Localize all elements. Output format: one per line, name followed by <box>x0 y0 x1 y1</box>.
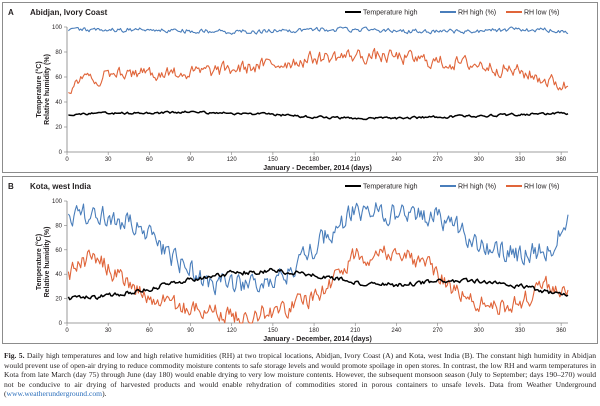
y-tick-label: 40 <box>55 100 62 106</box>
y-tick-label: 60 <box>55 75 62 81</box>
legend-label: RH high (%) <box>458 10 496 17</box>
caption-link[interactable]: www.weatherunderground.com <box>6 389 103 399</box>
x-tick-label: 270 <box>433 328 444 334</box>
panel-b: B Kota, west India Temperature high RH high… <box>2 176 598 344</box>
figure-caption: Fig. 5. Daily high temperatures and low … <box>4 351 596 399</box>
y-tick-label: 40 <box>55 272 62 278</box>
x-tick-label: 180 <box>309 328 320 334</box>
x-tick-label: 270 <box>433 157 444 163</box>
chart-a: A Abidjan, Ivory Coast Temperature high RH … <box>8 8 569 172</box>
x-tick-label: 0 <box>65 157 69 163</box>
x-tick-label: 180 <box>309 157 320 163</box>
series-line <box>68 110 569 121</box>
y-tick-label: 0 <box>59 150 63 156</box>
x-tick-label: 240 <box>391 157 402 163</box>
y-tick-label: 20 <box>55 125 62 131</box>
x-axis-label: January - December, 2014 (days) <box>263 165 372 172</box>
x-tick-label: 150 <box>268 157 279 163</box>
x-tick-label: 90 <box>187 157 194 163</box>
x-tick-label: 30 <box>105 328 112 334</box>
x-tick-label: 330 <box>515 157 526 163</box>
series-line <box>68 47 569 94</box>
series-line <box>68 26 569 35</box>
caption-label: Fig. 5. <box>4 351 25 360</box>
x-tick-label: 60 <box>146 157 153 163</box>
legend-label: Temperature high <box>363 184 418 191</box>
y-axis-label-2: Relative humidity (%) <box>44 227 51 298</box>
panel-a: A Abidjan, Ivory Coast Temperature high RH … <box>2 2 598 173</box>
panel-letter: A <box>8 8 14 17</box>
x-tick-label: 360 <box>556 157 567 163</box>
y-axis-label: Temperature (°C) <box>35 61 43 117</box>
y-tick-label: 60 <box>55 248 62 254</box>
y-tick-label: 80 <box>55 50 62 56</box>
legend-item: RH high (%) <box>440 184 496 191</box>
x-tick-label: 300 <box>474 157 485 163</box>
x-tick-label: 120 <box>227 328 238 334</box>
x-axis-label: January - December, 2014 (days) <box>263 336 372 343</box>
series-line <box>67 245 569 324</box>
chart-b: B Kota, west India Temperature high RH high… <box>8 182 569 343</box>
legend-item: Temperature high <box>345 10 418 17</box>
x-tick-label: 210 <box>350 328 361 334</box>
legend-label: RH high (%) <box>458 184 496 191</box>
y-tick-label: 100 <box>52 25 63 31</box>
legend-item: Temperature high <box>345 184 418 191</box>
y-tick-label: 100 <box>52 199 63 205</box>
x-tick-label: 120 <box>227 157 238 163</box>
series-line <box>67 202 569 296</box>
y-axis-label-2: Relative humidity (%) <box>44 54 51 125</box>
legend-item: RH low (%) <box>506 184 559 191</box>
chart-title: Abidjan, Ivory Coast <box>30 8 108 17</box>
y-axis-label: Temperature (°C) <box>35 234 43 290</box>
y-tick-label: 20 <box>55 297 62 303</box>
legend-label: RH low (%) <box>524 184 559 191</box>
x-tick-label: 330 <box>515 328 526 334</box>
x-tick-label: 90 <box>187 328 194 334</box>
x-tick-label: 210 <box>350 157 361 163</box>
y-tick-label: 80 <box>55 223 62 229</box>
chart-title: Kota, west India <box>30 182 91 191</box>
x-tick-label: 360 <box>556 328 567 334</box>
panel-letter: B <box>8 182 14 191</box>
legend-item: RH low (%) <box>506 10 559 17</box>
legend-label: Temperature high <box>363 10 418 17</box>
legend-label: RH low (%) <box>524 10 559 17</box>
caption-end: ). <box>102 389 107 399</box>
caption-text: Daily high temperatures and low and high… <box>4 351 597 399</box>
legend-item: RH high (%) <box>440 10 496 17</box>
series-line <box>67 267 569 301</box>
x-tick-label: 150 <box>268 328 279 334</box>
x-tick-label: 30 <box>105 157 112 163</box>
x-tick-label: 0 <box>65 328 69 334</box>
x-tick-label: 240 <box>391 328 402 334</box>
x-tick-label: 300 <box>474 328 485 334</box>
y-tick-label: 0 <box>59 321 63 327</box>
x-tick-label: 60 <box>146 328 153 334</box>
